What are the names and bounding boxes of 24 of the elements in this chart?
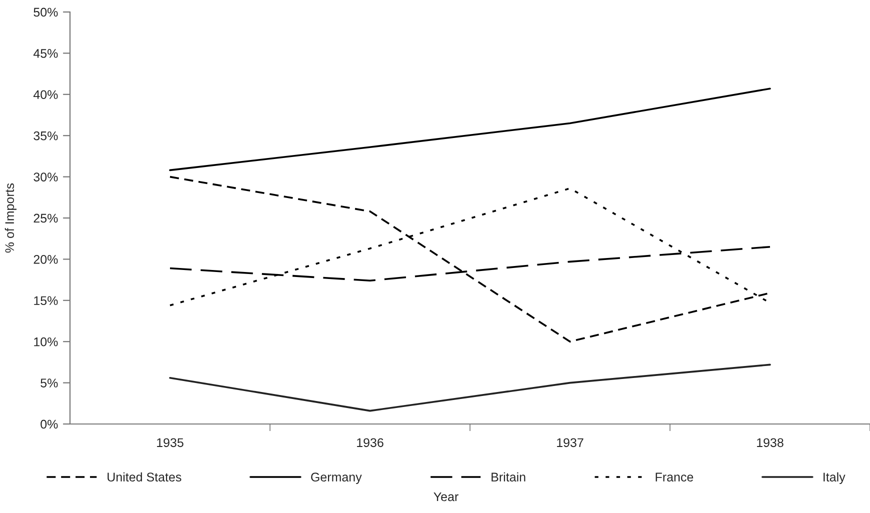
legend-label: Britain: [492, 472, 526, 482]
x-tick-label: 1935: [157, 438, 184, 448]
y-tick-label: 15%: [34, 296, 58, 306]
y-tick-label: 40%: [33, 90, 58, 100]
legend-label: United States: [108, 472, 182, 482]
legend-label: France: [656, 472, 694, 482]
x-tick-label: 1937: [557, 438, 584, 448]
y-tick-label: 35%: [34, 131, 58, 140]
x-tick-label: 1936: [357, 438, 384, 448]
legend-label: Italy: [824, 472, 846, 484]
line-series: [169, 88, 771, 172]
line-series: [169, 364, 771, 412]
legend-label: Germany: [311, 472, 362, 484]
x-axis-title: Year: [434, 492, 458, 502]
y-tick-label: 5%: [40, 378, 58, 388]
y-tick-label: 50%: [34, 8, 58, 17]
y-axis-title: % of Imports: [4, 183, 17, 253]
y-tick-label: 30%: [34, 172, 58, 182]
y-tick-label: 20%: [34, 255, 58, 264]
y-tick-label: 10%: [34, 337, 58, 346]
y-tick-label: 45%: [33, 49, 58, 58]
y-tick-label: 0%: [40, 420, 58, 429]
x-tick-label: 1938: [757, 438, 784, 448]
y-tick-label: 25%: [34, 214, 58, 223]
